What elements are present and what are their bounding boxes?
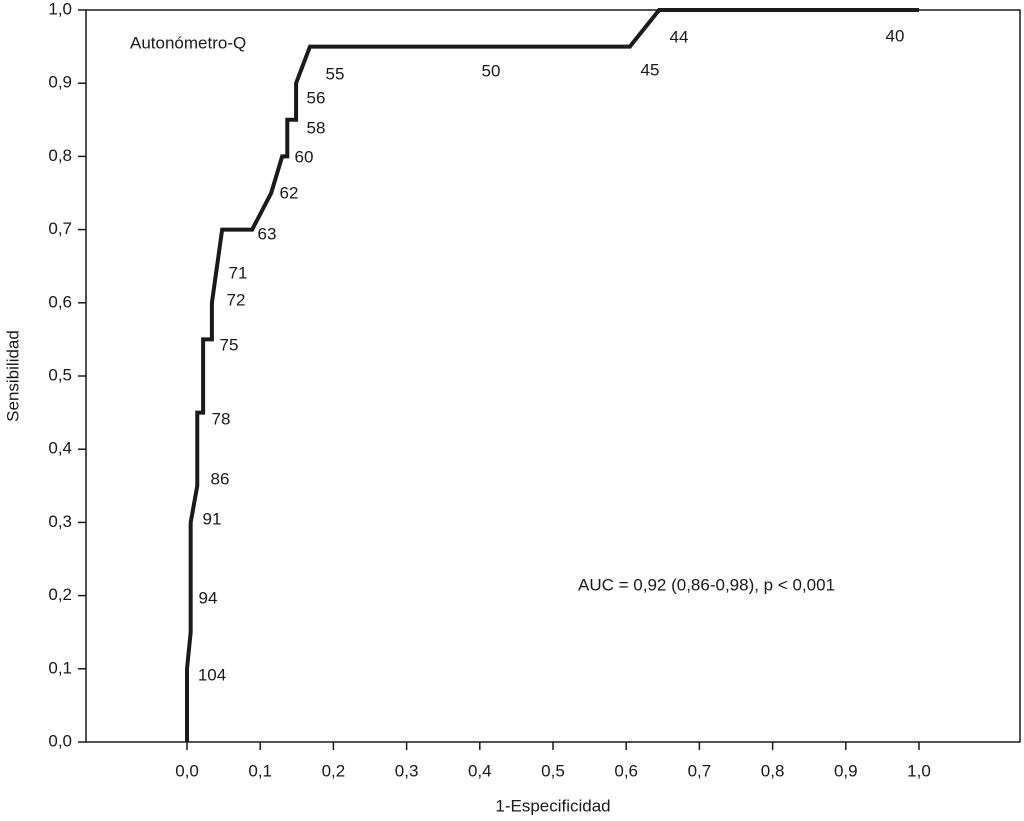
threshold-label: 86 xyxy=(211,469,230,488)
plot-frame xyxy=(85,9,1021,743)
x-tick-label: 1,0 xyxy=(907,761,931,780)
threshold-label: 50 xyxy=(482,61,501,80)
threshold-label: 78 xyxy=(212,409,231,428)
annotation: AUC = 0,92 (0,86-0,98), p < 0,001 xyxy=(578,575,835,594)
y-tick-label: 0,3 xyxy=(48,512,72,531)
x-tick-label: 0,7 xyxy=(688,761,712,780)
threshold-label: 72 xyxy=(227,290,246,309)
y-axis-label: Sensibilidad xyxy=(3,330,22,422)
x-tick-label: 0,6 xyxy=(614,761,638,780)
threshold-label: 71 xyxy=(229,263,248,282)
y-tick-label: 0,2 xyxy=(48,585,72,604)
y-tick-label: 0,8 xyxy=(48,146,72,165)
x-tick-label: 0,9 xyxy=(834,761,858,780)
threshold-label: 62 xyxy=(280,183,299,202)
y-tick-label: 1,0 xyxy=(48,0,72,18)
threshold-label: 45 xyxy=(641,60,660,79)
x-axis-label: 1-Especificidad xyxy=(495,796,610,815)
x-tick-label: 0,0 xyxy=(175,761,199,780)
x-tick-label: 0,4 xyxy=(468,761,492,780)
threshold-label: 91 xyxy=(203,509,222,528)
x-tick-label: 0,1 xyxy=(248,761,272,780)
y-tick-label: 0,5 xyxy=(48,365,72,384)
roc-curve xyxy=(185,8,919,742)
threshold-label: 60 xyxy=(295,147,314,166)
threshold-label: 56 xyxy=(307,88,326,107)
legend-label: Autonómetro-Q xyxy=(130,33,246,52)
threshold-label: 63 xyxy=(258,224,277,243)
y-tick-label: 0,6 xyxy=(48,292,72,311)
y-tick-label: 0,9 xyxy=(48,73,72,92)
threshold-label: 75 xyxy=(220,335,239,354)
threshold-label: 94 xyxy=(199,588,218,607)
threshold-label: 55 xyxy=(326,64,345,83)
threshold-label: 40 xyxy=(886,26,905,45)
y-tick-label: 0,0 xyxy=(48,731,72,750)
y-tick-label: 0,7 xyxy=(48,219,72,238)
x-tick-label: 0,8 xyxy=(761,761,785,780)
threshold-label: 58 xyxy=(307,118,326,137)
y-tick-label: 0,1 xyxy=(48,658,72,677)
x-tick-label: 0,5 xyxy=(541,761,565,780)
threshold-label: 104 xyxy=(198,665,226,684)
x-tick-label: 0,2 xyxy=(322,761,346,780)
threshold-label: 44 xyxy=(670,27,689,46)
y-tick-label: 0,4 xyxy=(48,439,72,458)
x-tick-label: 0,3 xyxy=(395,761,419,780)
